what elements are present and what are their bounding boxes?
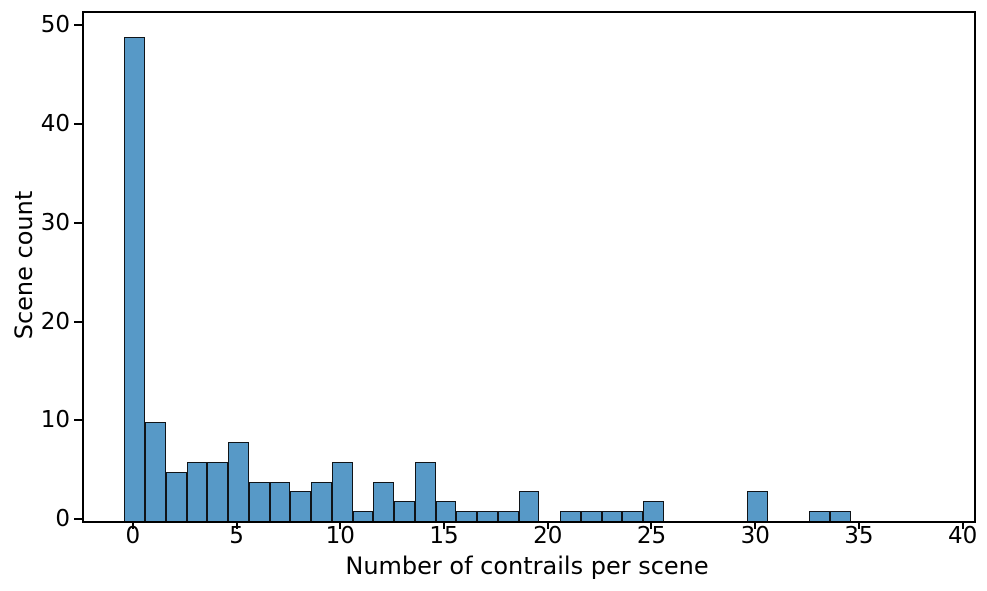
x-tick-mark	[650, 521, 653, 529]
histogram-bar	[518, 491, 540, 521]
histogram-bar	[414, 461, 436, 521]
histogram-bar	[373, 481, 395, 521]
histogram-bar	[809, 511, 830, 521]
plot-area	[82, 11, 976, 523]
histogram-bar	[394, 501, 415, 521]
x-tick-label: 0	[125, 523, 141, 549]
x-tick-mark	[235, 521, 238, 529]
histogram-bar	[186, 461, 208, 521]
histogram-bar	[643, 501, 664, 521]
histogram-bar	[497, 511, 519, 521]
x-tick-label: 10	[325, 523, 355, 549]
histogram-bar	[580, 511, 602, 521]
y-tick-label: 0	[55, 506, 70, 532]
y-axis-label-text: Scene count	[10, 190, 38, 340]
x-tick-label: 15	[429, 523, 459, 549]
histogram-bar	[124, 37, 146, 521]
histogram-bar	[601, 511, 623, 521]
histogram-bar	[331, 461, 353, 521]
histogram-bar	[248, 481, 270, 521]
histogram-bar	[165, 471, 187, 521]
x-tick-mark	[857, 521, 860, 529]
histogram-bar	[207, 461, 229, 521]
histogram-bar	[435, 501, 457, 521]
histogram-bar	[290, 491, 312, 521]
y-tick-mark	[74, 518, 82, 520]
x-tick-label: 20	[533, 523, 563, 549]
y-tick-label: 40	[40, 111, 70, 138]
x-tick-mark	[339, 521, 342, 529]
x-tick-mark	[961, 521, 964, 529]
x-tick-mark	[131, 521, 134, 529]
x-tick-mark	[443, 521, 446, 529]
histogram-bar	[228, 442, 249, 521]
y-tick-label: 20	[40, 308, 70, 335]
x-tick-label: 5	[229, 523, 244, 549]
y-tick-mark	[74, 24, 82, 27]
histogram-bar	[145, 422, 166, 521]
x-tick-label: 35	[844, 523, 874, 549]
x-tick-mark	[754, 521, 757, 529]
y-tick-label: 30	[40, 209, 70, 236]
y-tick-label: 50	[40, 12, 70, 39]
histogram-bar	[622, 511, 644, 521]
histogram-bar	[269, 481, 291, 521]
histogram-bar	[560, 511, 581, 521]
y-tick-mark	[74, 419, 82, 422]
x-tick-label: 25	[636, 523, 667, 549]
y-tick-label: 10	[40, 407, 70, 434]
y-tick-mark	[74, 221, 82, 224]
y-tick-mark	[74, 123, 82, 126]
x-axis-label: Number of contrails per scene	[345, 552, 709, 580]
x-tick-label: 30	[740, 523, 770, 549]
histogram-bar	[746, 491, 768, 521]
histogram-bar	[456, 511, 478, 521]
x-tick-label: 40	[948, 523, 978, 549]
y-tick-mark	[74, 320, 82, 323]
histogram-bar	[311, 481, 332, 521]
x-tick-mark	[546, 521, 549, 529]
histogram-bar	[477, 511, 498, 521]
histogram-bar	[352, 511, 374, 521]
histogram-bar	[829, 511, 851, 521]
